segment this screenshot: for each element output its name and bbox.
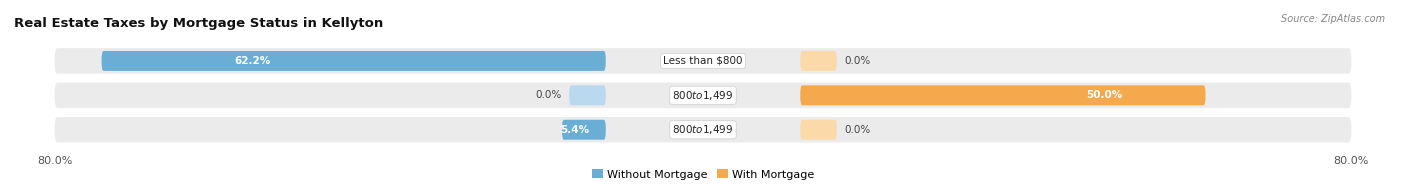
FancyBboxPatch shape [562, 120, 606, 140]
Text: 0.0%: 0.0% [845, 125, 872, 135]
Text: $800 to $1,499: $800 to $1,499 [672, 89, 734, 102]
Text: 5.4%: 5.4% [561, 125, 589, 135]
FancyBboxPatch shape [55, 48, 1351, 74]
Text: 0.0%: 0.0% [534, 90, 561, 100]
Text: 50.0%: 50.0% [1085, 90, 1122, 100]
Text: 0.0%: 0.0% [845, 56, 872, 66]
Text: Real Estate Taxes by Mortgage Status in Kellyton: Real Estate Taxes by Mortgage Status in … [14, 17, 384, 30]
Text: $800 to $1,499: $800 to $1,499 [672, 123, 734, 136]
FancyBboxPatch shape [800, 120, 837, 140]
FancyBboxPatch shape [569, 85, 606, 105]
FancyBboxPatch shape [800, 51, 837, 71]
FancyBboxPatch shape [800, 85, 1205, 105]
Text: 62.2%: 62.2% [235, 56, 271, 66]
Legend: Without Mortgage, With Mortgage: Without Mortgage, With Mortgage [588, 165, 818, 184]
FancyBboxPatch shape [55, 83, 1351, 108]
Text: Less than $800: Less than $800 [664, 56, 742, 66]
Text: Source: ZipAtlas.com: Source: ZipAtlas.com [1281, 14, 1385, 24]
FancyBboxPatch shape [101, 51, 606, 71]
FancyBboxPatch shape [55, 117, 1351, 143]
